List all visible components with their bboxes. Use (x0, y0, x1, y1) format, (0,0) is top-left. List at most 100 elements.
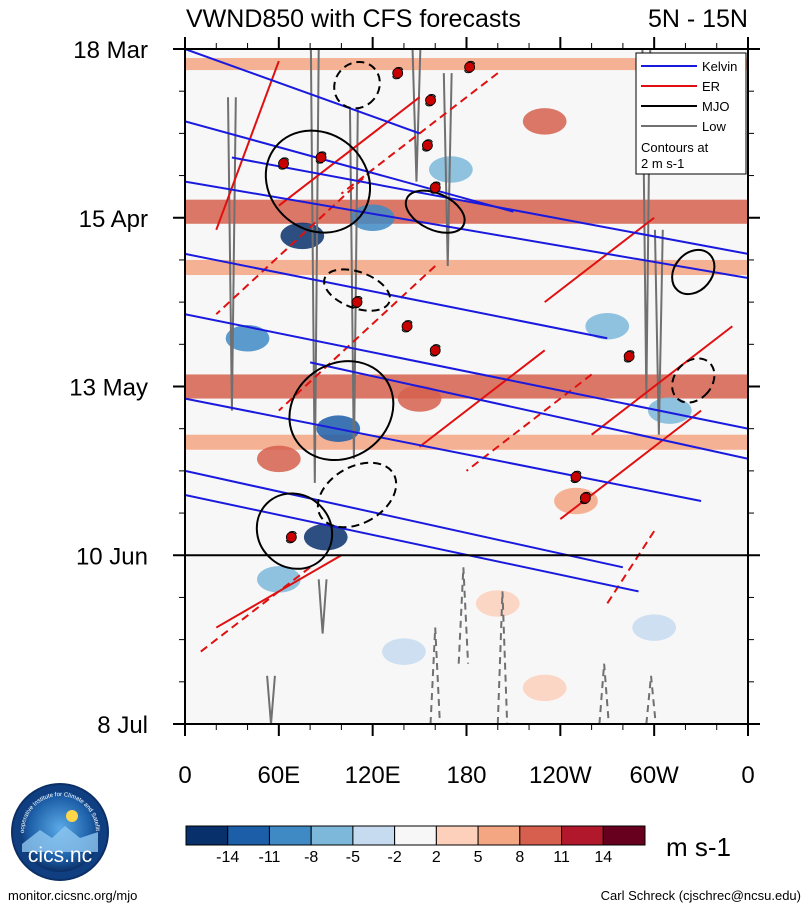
anomaly-blob (632, 614, 677, 641)
tropical-cyclone-icon (429, 344, 441, 357)
kelvin-contours (185, 49, 748, 593)
tropical-cyclone-icon (351, 295, 363, 309)
y-tick-label: 13 May (69, 375, 148, 402)
er-contour (215, 60, 280, 231)
mjo-contour (404, 189, 466, 234)
anomaly-blob (256, 445, 301, 473)
er-contour (418, 349, 546, 448)
colorbar-swatch (394, 825, 437, 846)
kelvin-contour (185, 120, 514, 213)
chart-title: VWND850 with CFS forecasts (186, 5, 521, 33)
tropical-cyclone-icon (421, 139, 433, 152)
y-tick-label: 10 Jun (76, 543, 148, 570)
tropical-cyclone-icon (401, 320, 413, 333)
er-contour (278, 265, 436, 412)
low-trace (442, 73, 453, 266)
x-tick-label: 120W (529, 762, 592, 789)
colorbar-tick-label: 8 (515, 849, 524, 866)
tropical-cyclone-icon (285, 531, 297, 544)
er-contour (544, 216, 655, 303)
colorbar-swatch (519, 825, 563, 846)
kelvin-contour (185, 49, 420, 135)
mjo-contour (288, 360, 395, 462)
tropical-cyclone-icon (579, 491, 591, 505)
low-forecast-trace (457, 567, 470, 664)
colorbar-tick-label: -2 (388, 849, 402, 866)
anomaly-blob (382, 638, 426, 665)
anomaly-blob (522, 674, 567, 702)
anomaly-blob (585, 312, 630, 340)
low-trace (266, 675, 276, 724)
kelvin-contour (185, 397, 702, 502)
er-contour (278, 96, 421, 207)
low-trace (411, 49, 422, 182)
y-tick-label: 8 Jul (97, 712, 148, 739)
legend-note-line2: 2 m s-1 (641, 156, 684, 171)
x-tick-label: 180 (446, 762, 486, 789)
logo-text: cics.nc (28, 844, 92, 867)
kelvin-contour (231, 156, 748, 255)
mjo-contour (671, 357, 716, 404)
tropical-cyclone-icon (570, 470, 582, 484)
low-forecast-trace (429, 627, 441, 724)
anomaly-band (185, 199, 748, 224)
mjo-contours (255, 60, 716, 570)
colorbar-units: m s-1 (666, 832, 731, 862)
low-trace (317, 579, 328, 634)
colorbar-tick-label: -8 (304, 849, 318, 866)
tropical-cyclone-icon (464, 60, 476, 74)
anomaly-blob (303, 523, 348, 551)
colorbar-tick-label: -11 (258, 849, 280, 866)
anomaly-blob (475, 590, 520, 617)
colorbar-swatch (561, 825, 604, 846)
tropical-cyclone-icon (429, 181, 441, 194)
cicsnc-logo: Cooperative Institute for Climate and Sa… (10, 782, 109, 881)
colorbar-swatch (602, 825, 646, 846)
colorbar: -14 -11 -8 -5 -2 2 5 8 11 14 (185, 825, 646, 866)
x-tick-label: 0 (741, 762, 754, 789)
colorbar-swatch (268, 825, 312, 846)
colorbar-tick-label: 2 (432, 849, 441, 866)
y-tick-label: 18 Mar (73, 37, 148, 64)
anomaly-blob (428, 156, 473, 183)
er-contour (591, 325, 733, 436)
x-tick-label: 60W (629, 762, 679, 789)
x-axis: 0 60E 120E 180 120W 60W 0 (178, 37, 755, 789)
er-contour (465, 373, 593, 472)
er-contour (200, 566, 311, 653)
anomaly-band (185, 259, 748, 276)
tropical-cyclone-icon (392, 66, 404, 80)
y-tick-label: 15 Apr (79, 206, 148, 233)
anomaly-blob (554, 487, 598, 515)
kelvin-contour (309, 361, 748, 460)
colorbar-swatch (352, 825, 396, 846)
kelvin-contour (185, 469, 624, 569)
colorbar-swatch (227, 825, 270, 846)
er-contour (606, 530, 656, 605)
anomaly-blob (522, 108, 567, 135)
tropical-cyclone-markers (278, 60, 635, 544)
low-forecast-trace (645, 675, 657, 724)
tropical-cyclone-icon (278, 157, 290, 170)
low-forecast-trace (496, 591, 509, 724)
mjo-contour (264, 129, 372, 234)
low-trace (653, 229, 664, 435)
tropical-cyclone-icon (623, 350, 635, 363)
x-tick-label: 60E (257, 762, 300, 789)
anomaly-blob (397, 385, 442, 412)
colorbar-swatch (310, 825, 354, 846)
x-tick-label: 0 (178, 762, 191, 789)
low-forecast-trace (598, 663, 610, 724)
legend-label-mjo: MJO (702, 99, 729, 114)
colorbar-tick-label: 5 (474, 849, 483, 866)
colorbar-tick-label: 14 (594, 849, 612, 866)
legend-label-er: ER (702, 79, 720, 94)
low-trace (227, 97, 237, 411)
y-axis: 18 Mar 15 Apr 13 May 10 Jun 8 Jul (69, 37, 760, 739)
legend-note-line1: Contours at (641, 140, 709, 155)
er-contour (215, 168, 374, 315)
chart-region: 5N - 15N (648, 5, 748, 33)
colorbar-swatch (435, 825, 479, 846)
kelvin-contour (185, 313, 748, 430)
